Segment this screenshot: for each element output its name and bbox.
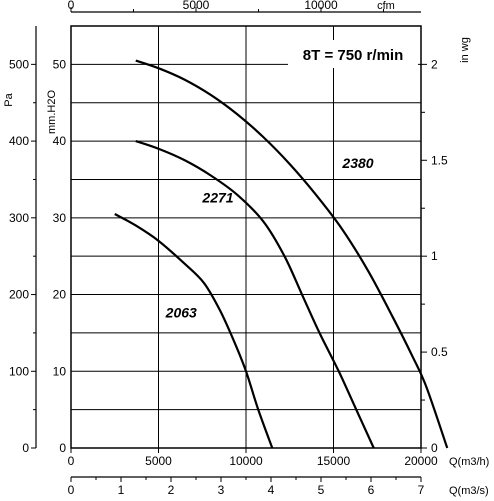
chart-labels: 0100200300400500Pa01020304050mm.H2O00.51…	[3, 0, 489, 497]
mmh2o-tick-label: 10	[53, 364, 67, 378]
m3h-tick-label: 0	[68, 454, 75, 468]
pa-tick-label: 100	[9, 364, 29, 378]
m3s-tick-label: 6	[368, 483, 375, 497]
chart-title: 8T = 750 r/min	[303, 47, 403, 64]
inwg-tick-label: 0	[431, 441, 438, 455]
m3s-tick-label: 3	[218, 483, 225, 497]
mmh2o-tick-label: 50	[53, 57, 67, 71]
axes	[31, 7, 427, 482]
cfm-tick-label: 0	[68, 0, 75, 12]
m3h-tick-label: 15000	[317, 454, 351, 468]
curve-label-2271: 2271	[201, 189, 233, 205]
mmh2o-axis-label: mm.H2O	[46, 90, 58, 134]
pa-tick-label: 300	[9, 211, 29, 225]
m3s-tick-label: 1	[118, 483, 125, 497]
curve-label-2063: 2063	[165, 305, 197, 321]
curve-2271	[135, 140, 375, 449]
m3s-tick-label: 2	[168, 483, 175, 497]
m3s-axis-label: Q(m3/s)	[449, 485, 489, 497]
m3s-tick-label: 7	[418, 483, 425, 497]
pa-tick-label: 200	[9, 288, 29, 302]
curve-label-2380: 2380	[341, 155, 373, 171]
title-backdrop	[288, 40, 418, 68]
m3h-tick-label: 5000	[145, 454, 172, 468]
grid-lines	[71, 26, 421, 448]
performance-curves	[114, 59, 449, 449]
inwg-tick-label: 1.5	[431, 153, 448, 167]
m3s-tick-label: 5	[318, 483, 325, 497]
m3h-tick-label: 10000	[229, 454, 263, 468]
inwg-tick-label: 0.5	[431, 345, 448, 359]
mmh2o-tick-label: 30	[53, 211, 67, 225]
curve-2380	[135, 59, 449, 449]
pa-tick-label: 0	[22, 441, 29, 455]
inwg-tick-label: 1	[431, 249, 438, 263]
pa-tick-label: 500	[9, 57, 29, 71]
m3h-tick-label: 20000	[404, 454, 438, 468]
cfm-axis-label: cfm	[377, 0, 395, 12]
m3h-axis-label: Q(m3/h)	[449, 456, 489, 468]
mmh2o-tick-label: 20	[53, 288, 67, 302]
pa-axis-label: Pa	[3, 92, 15, 106]
mmh2o-tick-label: 0	[59, 441, 66, 455]
inwg-axis-label: in wg	[459, 37, 471, 63]
cfm-tick-label: 5000	[183, 0, 210, 12]
m3s-tick-label: 4	[268, 483, 275, 497]
mmh2o-tick-label: 40	[53, 134, 67, 148]
pa-tick-label: 400	[9, 134, 29, 148]
inwg-tick-label: 2	[431, 57, 438, 71]
cfm-tick-label: 10000	[304, 0, 338, 12]
m3s-tick-label: 0	[68, 483, 75, 497]
curve-2063	[114, 213, 274, 449]
